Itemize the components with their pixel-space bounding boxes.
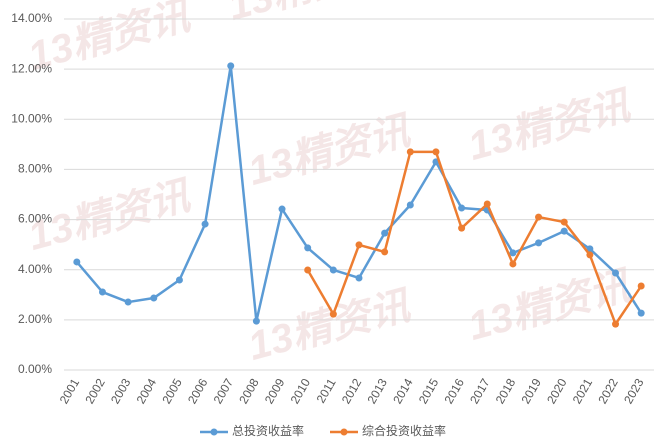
y-tick-label: 2.00% [18, 312, 52, 326]
data-point [73, 258, 81, 266]
x-tick-label: 2022 [595, 376, 621, 406]
x-tick-label: 2013 [365, 376, 391, 406]
x-tick-label: 2004 [134, 376, 160, 406]
x-tick-label: 2018 [493, 376, 519, 406]
x-tick-label: 2020 [544, 376, 570, 406]
x-tick-label: 2012 [339, 376, 365, 406]
data-point [381, 229, 389, 237]
data-point [509, 260, 517, 268]
x-tick-label: 2023 [621, 376, 647, 406]
data-point [458, 204, 466, 212]
data-point [252, 317, 260, 325]
data-point [355, 274, 363, 282]
series-line [306, 150, 643, 326]
data-point [98, 288, 106, 296]
data-point [406, 148, 414, 156]
y-tick-label: 0.00% [18, 362, 52, 376]
data-point [637, 282, 645, 290]
data-point [201, 220, 209, 228]
x-tick-label: 2007 [211, 376, 237, 406]
x-tick-label: 2017 [467, 376, 493, 406]
data-point [227, 62, 235, 70]
x-tick-label: 2008 [236, 376, 262, 406]
data-point [483, 200, 491, 208]
legend-marker [340, 428, 348, 436]
data-point [355, 241, 363, 249]
data-point [458, 224, 466, 232]
x-tick-label: 2015 [416, 376, 442, 406]
data-point [432, 148, 440, 156]
x-tick-label: 2019 [518, 376, 544, 406]
x-tick-label: 2014 [390, 376, 416, 406]
data-point [509, 249, 517, 257]
data-point [535, 239, 543, 247]
y-tick-label: 4.00% [18, 262, 52, 276]
data-point [175, 276, 183, 284]
x-tick-label: 2009 [262, 376, 288, 406]
y-tick-label: 12.00% [11, 61, 52, 75]
x-tick-label: 2011 [314, 376, 339, 406]
data-point [150, 294, 158, 302]
y-tick-label: 10.00% [11, 111, 52, 125]
data-point [329, 266, 337, 274]
x-tick-label: 2003 [108, 376, 134, 406]
data-point [612, 269, 620, 277]
x-tick-label: 2006 [185, 376, 211, 406]
watermark: 13精资讯 [464, 83, 637, 169]
legend-label: 总投资收益率 [232, 423, 304, 438]
watermark: 13精资讯 [464, 263, 637, 349]
data-point [124, 298, 132, 306]
data-point [381, 248, 389, 256]
x-tick-label: 2005 [159, 376, 185, 406]
data-point [406, 201, 414, 209]
data-point [329, 310, 337, 318]
data-point [612, 320, 620, 328]
legend-label: 综合投资收益率 [362, 423, 446, 438]
data-point [278, 205, 286, 213]
y-tick-label: 6.00% [18, 212, 52, 226]
watermark: 13精资讯 [244, 283, 417, 369]
x-tick-label: 2010 [288, 376, 314, 406]
data-point [560, 227, 568, 235]
x-tick-label: 2021 [570, 376, 596, 406]
x-tick-label: 2016 [441, 376, 467, 406]
data-point [637, 309, 645, 317]
x-tick-label: 2002 [82, 376, 108, 406]
data-point [560, 218, 568, 226]
data-point [304, 266, 312, 274]
y-tick-label: 14.00% [11, 11, 52, 25]
watermark: 13精资讯 [244, 108, 417, 194]
data-point [535, 213, 543, 221]
watermark: 13精资讯 [224, 0, 397, 29]
y-tick-label: 8.00% [18, 162, 52, 176]
data-point [304, 244, 312, 252]
data-point [586, 251, 594, 259]
legend-marker [210, 428, 218, 436]
x-tick-label: 2001 [57, 376, 83, 406]
